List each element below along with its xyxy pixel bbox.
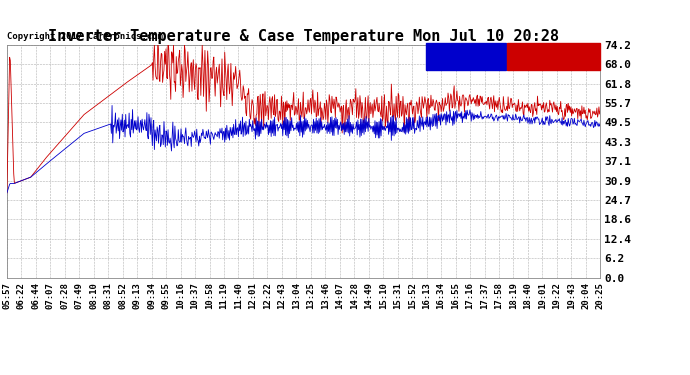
Title: Inverter Temperature & Case Temperature Mon Jul 10 20:28: Inverter Temperature & Case Temperature … (48, 29, 559, 44)
Text: Inverter  (°C): Inverter (°C) (513, 52, 595, 62)
Text: Case  (°C): Case (°C) (437, 52, 495, 62)
Text: Copyright 2017 Cartronics.com: Copyright 2017 Cartronics.com (7, 32, 163, 41)
